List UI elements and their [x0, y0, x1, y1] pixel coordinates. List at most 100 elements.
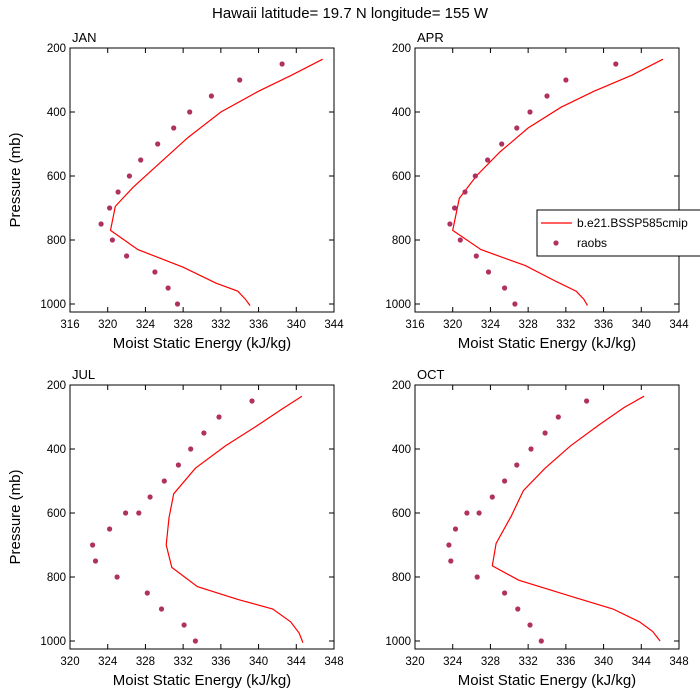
x-tick-label: 320 — [60, 656, 79, 668]
x-tick-label: 344 — [669, 319, 689, 331]
x-tick-label: 328 — [136, 656, 155, 668]
panel-apr: 316 320 324 328 332 336 340 344 200 400 600 800 1000… — [385, 30, 689, 352]
raobs-point — [485, 157, 491, 163]
raobs-point — [462, 189, 468, 195]
x-tick-label: 320 — [98, 319, 117, 331]
raobs-point — [544, 93, 550, 99]
plot-frame — [414, 384, 680, 650]
raobs-point — [187, 109, 193, 115]
raobs-point — [152, 269, 158, 275]
x-tick-label: 316 — [405, 319, 424, 331]
raobs-point — [126, 173, 132, 179]
panel-jul: 320 324 328 332 336 340 344 348 200 400 600 800 1000… — [7, 367, 344, 689]
x-tick-label: 332 — [556, 319, 575, 331]
raobs-point — [201, 430, 207, 436]
y-tick-label: 800 — [392, 235, 411, 247]
x-tick-label: 324 — [443, 656, 463, 668]
raobs-point — [171, 125, 177, 131]
panel-title: OCT — [417, 367, 445, 382]
y-tick-label: 1000 — [40, 636, 66, 648]
raobs-point — [452, 205, 458, 211]
raobs-point — [476, 510, 482, 516]
raobs-point — [448, 558, 454, 564]
y-tick-label: 400 — [392, 107, 411, 119]
legend: b.e21.BSSP585cmip raobs — [536, 209, 700, 257]
raobs-point — [464, 510, 470, 516]
panel-title: APR — [417, 30, 444, 45]
plot-frame — [414, 47, 680, 313]
y-tick-label: 600 — [47, 508, 66, 520]
raobs-point — [161, 478, 167, 484]
y-tick-label: 200 — [392, 380, 411, 392]
raobs-point — [527, 622, 533, 628]
y-tick-label: 600 — [392, 171, 411, 183]
y-tick-label: 600 — [392, 508, 411, 520]
x-tick-label: 340 — [632, 319, 651, 331]
raobs-point — [136, 510, 142, 516]
model-line — [452, 58, 664, 306]
y-tick-label: 800 — [392, 572, 411, 584]
raobs-point — [115, 189, 121, 195]
y-tick-label: 800 — [47, 235, 66, 247]
raobs-point — [114, 574, 120, 580]
raobs-point — [237, 77, 243, 83]
y-tick-label: 1000 — [40, 299, 66, 311]
x-tick-label: 336 — [211, 656, 230, 668]
raobs-point — [555, 414, 561, 420]
raobs-point — [124, 253, 130, 259]
raobs-point — [474, 574, 480, 580]
raobs-point — [514, 125, 520, 131]
raobs-point — [165, 285, 171, 291]
y-tick-label: 400 — [392, 444, 411, 456]
raobs-point — [98, 221, 104, 227]
panel-oct: 320 324 328 332 336 340 344 348 200 400 600 800 1000… — [385, 367, 688, 689]
panel-title: JUL — [72, 367, 95, 382]
y-tick-label: 1000 — [385, 636, 411, 648]
panel-title: JAN — [72, 30, 97, 45]
raobs-point — [208, 93, 214, 99]
x-tick-label: 328 — [481, 656, 500, 668]
y-tick-label: 800 — [47, 572, 66, 584]
x-tick-label: 336 — [556, 656, 575, 668]
x-tick-label: 332 — [519, 656, 538, 668]
raobs-point — [502, 478, 508, 484]
x-tick-label: 344 — [287, 656, 307, 668]
x-tick-label: 320 — [443, 319, 462, 331]
x-tick-label: 344 — [632, 656, 652, 668]
model-line — [109, 58, 323, 306]
panels: 316 320 324 328 332 336 340 344 200 400 600 800 1000… — [7, 30, 689, 689]
raobs-point — [452, 526, 459, 532]
x-axis-label: Moist Static Energy (kJ/kg) — [458, 672, 636, 689]
raobs-point — [138, 157, 144, 163]
raobs-point — [502, 285, 508, 291]
x-axis-label: Moist Static Energy (kJ/kg) — [113, 335, 291, 352]
y-tick-label: 400 — [47, 107, 66, 119]
raobs-point — [473, 253, 479, 259]
x-tick-label: 324 — [481, 319, 501, 331]
raobs-point — [279, 61, 285, 67]
x-axis-label: Moist Static Energy (kJ/kg) — [113, 672, 291, 689]
x-tick-label: 332 — [211, 319, 230, 331]
x-tick-label: 336 — [249, 319, 268, 331]
raobs-point — [447, 221, 453, 227]
x-tick-label: 316 — [60, 319, 79, 331]
raobs-point — [499, 141, 505, 147]
x-tick-label: 348 — [324, 656, 343, 668]
plot-frame — [69, 384, 335, 650]
raobs-point — [527, 109, 533, 115]
raobs-point — [90, 542, 96, 548]
raobs-point — [181, 622, 187, 628]
y-tick-label: 1000 — [385, 299, 411, 311]
raobs-point — [192, 638, 198, 644]
x-axis-label: Moist Static Energy (kJ/kg) — [458, 335, 636, 352]
raobs-point — [155, 141, 161, 147]
y-tick-label: 600 — [47, 171, 66, 183]
y-tick-label: 200 — [47, 43, 66, 55]
raobs-point — [563, 77, 569, 83]
x-tick-label: 340 — [594, 656, 613, 668]
x-tick-label: 320 — [405, 656, 424, 668]
x-tick-label: 348 — [669, 656, 688, 668]
y-tick-label: 200 — [392, 43, 411, 55]
model-line — [165, 395, 304, 643]
